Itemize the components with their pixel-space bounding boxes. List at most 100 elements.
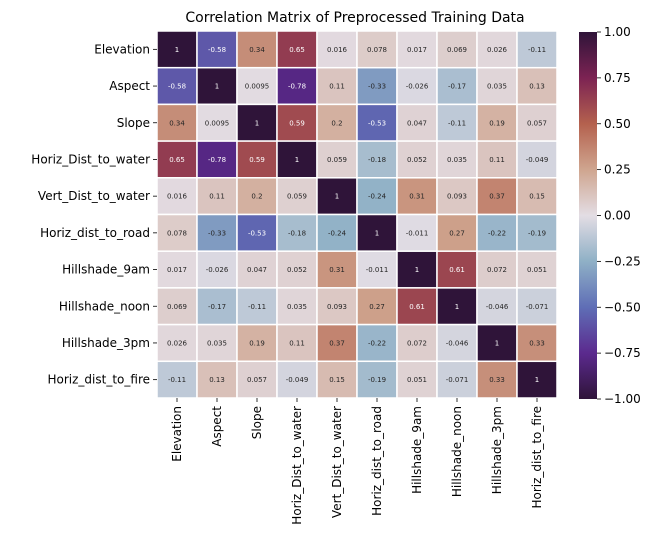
- heatmap-cell: [476, 66, 518, 106]
- cell-value-label: 1: [415, 266, 419, 274]
- cell-value-label: 0.057: [247, 376, 267, 384]
- cell-value-label: -0.58: [168, 83, 186, 91]
- colorbar: 1.00 0.75 0.50 0.25 0.00 −0.25 −0.50 −0.75 −1.00: [579, 25, 641, 406]
- heatmap-cell: [516, 30, 558, 69]
- colorbar-tick-label: −1.00: [604, 392, 641, 406]
- cell-value-label: 1: [455, 303, 459, 311]
- cell-value-label: 1: [295, 156, 299, 164]
- heatmap-cell: [196, 66, 238, 106]
- heatmap-cell: [196, 287, 238, 326]
- cell-value-label: 0.072: [487, 266, 507, 274]
- cell-value-label: -0.19: [368, 376, 386, 384]
- heatmap-cell: [316, 287, 358, 326]
- y-tick-label: Horiz_dist_to_road: [40, 226, 150, 240]
- cell-value-label: -0.026: [206, 266, 229, 274]
- heatmap-cell: [196, 323, 238, 363]
- y-tick-labels: Elevation Aspect Slope Horiz_Dist_to_water V…: [31, 42, 157, 387]
- cell-value-label: 0.15: [529, 193, 545, 201]
- y-tick-label: Vert_Dist_to_water: [38, 189, 150, 203]
- x-tick-label: Horiz_dist_to_fire: [530, 406, 544, 509]
- cell-value-label: 0.052: [407, 156, 427, 164]
- cell-value-label: 0.059: [287, 193, 307, 201]
- heatmap-cell: [156, 213, 198, 252]
- y-tick-label: Elevation: [94, 42, 150, 56]
- heatmap-cell: [476, 213, 518, 252]
- cell-value-label: 0.11: [489, 156, 505, 164]
- cell-value-label: 0.072: [407, 339, 427, 347]
- cell-value-label: -0.071: [526, 303, 549, 311]
- cell-value-label: -0.24: [328, 229, 347, 237]
- heatmap-cell: [236, 287, 278, 326]
- heatmap-cell: [356, 250, 398, 289]
- cell-value-label: 0.13: [529, 83, 545, 91]
- cell-value-label: 1: [255, 119, 259, 127]
- cell-value-label: 0.27: [449, 229, 465, 237]
- cell-value-label: -0.11: [448, 119, 466, 127]
- cell-value-label: 0.31: [409, 193, 425, 201]
- y-tick-label: Hillshade_noon: [59, 299, 150, 313]
- cell-value-label: -0.071: [446, 376, 469, 384]
- y-tick-label: Horiz_dist_to_fire: [48, 373, 151, 387]
- heatmap-cell: [396, 140, 438, 179]
- heatmap-cell: [476, 103, 518, 142]
- cell-value-label: 0.19: [249, 339, 265, 347]
- cell-value-label: 0.61: [409, 303, 425, 311]
- x-tick-label: Horiz_Dist_to_water: [290, 406, 304, 525]
- heatmap-cell: [516, 66, 558, 106]
- cell-value-label: -0.33: [208, 229, 226, 237]
- cell-value-label: 0.078: [367, 46, 387, 54]
- heatmap-cell: [356, 66, 398, 106]
- cell-value-label: -0.17: [208, 303, 226, 311]
- heatmap-cell: [476, 323, 518, 363]
- cell-value-label: 0.047: [247, 266, 267, 274]
- cell-value-label: 0.0095: [245, 83, 270, 91]
- heatmap-cell: [476, 287, 518, 326]
- heatmap-cell: [436, 323, 478, 363]
- cell-value-label: 0.37: [329, 339, 345, 347]
- colorbar-tick-label: −0.75: [604, 346, 641, 360]
- cell-value-label: 1: [175, 46, 179, 54]
- heatmap-cell: [476, 250, 518, 289]
- colorbar-tick-label: 0.00: [604, 209, 631, 223]
- heatmap-cell: [276, 287, 318, 326]
- cell-value-label: -0.17: [448, 83, 466, 91]
- heatmap-cell: [396, 287, 438, 326]
- cell-value-label: 0.2: [331, 119, 342, 127]
- heatmap-cell: [356, 140, 398, 179]
- heatmap-cell: [516, 177, 558, 216]
- cell-value-label: -0.24: [368, 193, 387, 201]
- y-tick-label: Hillshade_3pm: [62, 336, 150, 350]
- heatmap-cell: [196, 177, 238, 216]
- cell-value-label: 0.093: [447, 193, 467, 201]
- colorbar-tick-label: −0.50: [604, 300, 641, 314]
- cell-value-label: -0.18: [288, 229, 306, 237]
- heatmap-cell: [436, 250, 478, 289]
- colorbar-ticks: 1.00 0.75 0.50 0.25 0.00 −0.25 −0.50 −0.75 −1.00: [597, 25, 641, 406]
- cell-value-label: 0.34: [249, 46, 265, 54]
- cell-value-label: 0.026: [487, 46, 508, 54]
- heatmap-cell: [156, 140, 198, 179]
- heatmap-cell: [356, 213, 398, 252]
- colorbar-tick-label: 1.00: [604, 25, 631, 39]
- cell-value-label: 1: [375, 229, 379, 237]
- heatmap-cell: [516, 287, 558, 326]
- heatmap-cell: [516, 103, 558, 142]
- cell-value-label: -0.33: [368, 83, 386, 91]
- x-tick-label: Horiz_dist_to_road: [370, 406, 384, 516]
- cell-value-label: 0.37: [489, 193, 505, 201]
- cell-value-label: 0.11: [329, 83, 345, 91]
- heatmap-cell: [516, 360, 558, 399]
- heatmap-cell: [316, 213, 358, 252]
- colorbar-bar: [579, 32, 597, 399]
- cell-value-label: 0.016: [327, 46, 348, 54]
- cell-value-label: 0.11: [289, 339, 305, 347]
- cell-value-label: -0.046: [446, 339, 469, 347]
- heatmap-cell: [316, 323, 358, 363]
- cell-value-label: 0.11: [209, 193, 225, 201]
- cell-value-label: 0.093: [327, 303, 347, 311]
- cell-value-label: 0.051: [527, 266, 547, 274]
- cell-value-label: 0.27: [369, 303, 385, 311]
- cell-value-label: 0.59: [249, 156, 265, 164]
